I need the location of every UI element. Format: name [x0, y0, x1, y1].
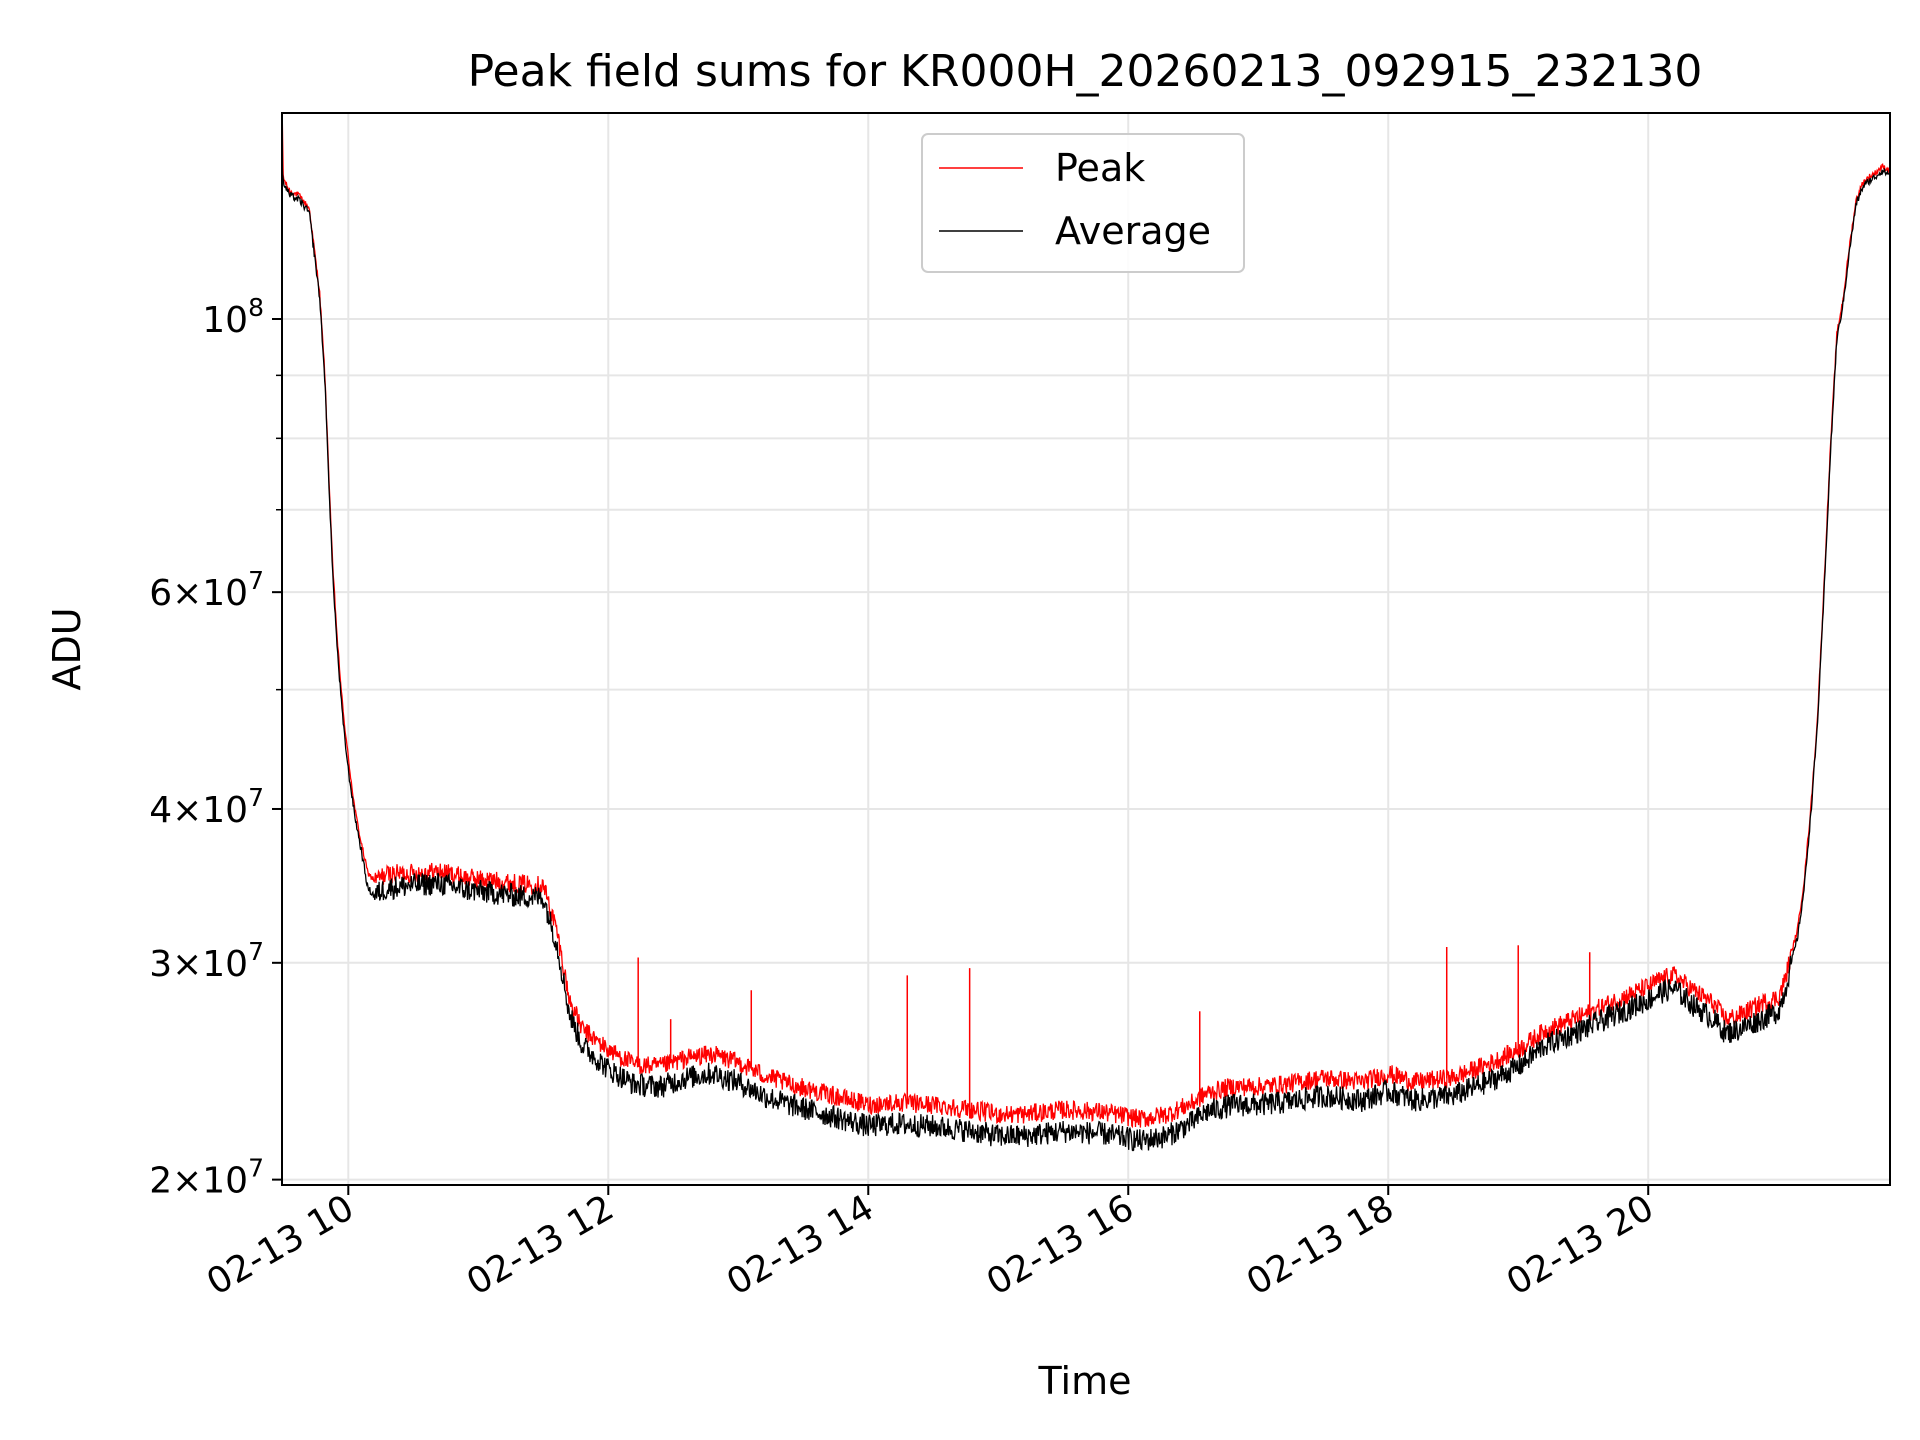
legend-average-label: Average: [1055, 209, 1211, 253]
series-line-average: [282, 159, 1890, 1152]
y-tick-label: 4×107: [149, 783, 264, 831]
legend-peak-label: Peak: [1055, 146, 1145, 190]
grid: [282, 113, 1890, 1185]
legend: Peak Average: [921, 133, 1245, 273]
y-tick-label: 3×107: [149, 937, 264, 985]
plot-frame: [281, 112, 1891, 1186]
y-tick-label: 2×107: [149, 1154, 264, 1202]
series-group: [282, 113, 1890, 1152]
y-tick-label: 6×107: [149, 566, 264, 614]
chart-title: Peak field sums for KR000H_20260213_0929…: [468, 46, 1703, 97]
y-tick-label: 108: [202, 293, 264, 341]
x-axis-label: Time: [1038, 1359, 1132, 1403]
y-axis-label: ADU: [45, 607, 89, 690]
